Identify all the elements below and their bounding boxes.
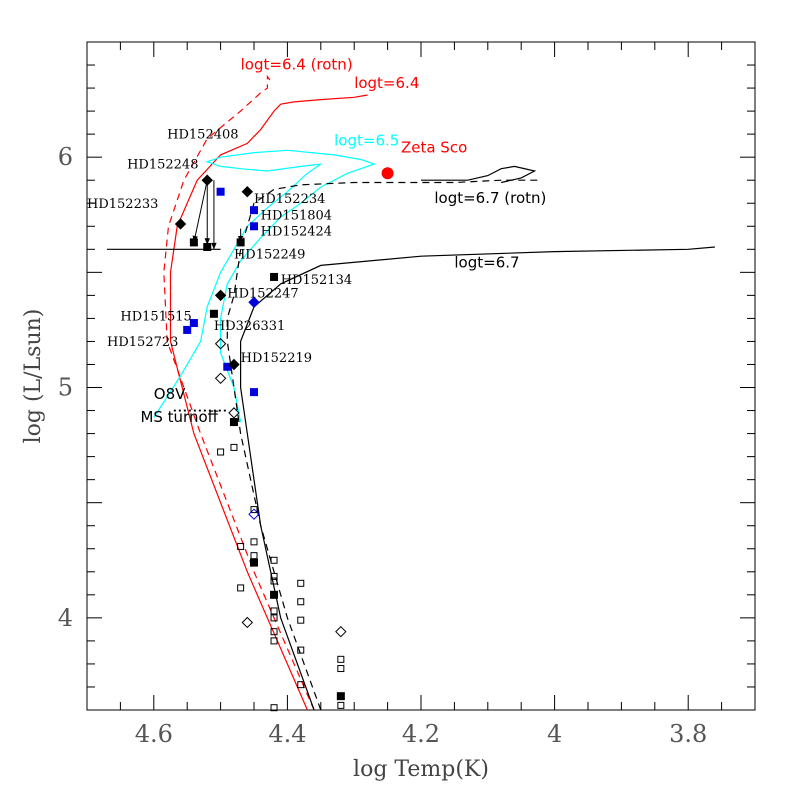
star-point	[237, 584, 245, 592]
isochrone-label: O8V	[154, 385, 186, 403]
star-point	[250, 558, 258, 567]
star-point	[336, 692, 345, 701]
star-point	[270, 704, 278, 712]
star-point	[270, 590, 279, 599]
star-point	[297, 616, 305, 624]
named-star-point	[216, 187, 225, 196]
named-star-point	[174, 218, 187, 230]
star-point	[270, 607, 278, 615]
star-point	[250, 506, 258, 514]
star-point	[228, 407, 240, 419]
isochrone-curve	[169, 94, 368, 711]
x-tick-label: 4.4	[268, 720, 306, 748]
star-name-label: HD152247	[227, 287, 298, 302]
star-point	[250, 538, 258, 546]
isochrone-label: logt=6.7	[454, 254, 519, 272]
star-point	[217, 448, 225, 456]
named-star-point	[209, 309, 218, 318]
star-name-label: HD152249	[234, 248, 305, 263]
named-star-point	[270, 272, 279, 281]
star-point	[337, 665, 345, 673]
star-point	[270, 637, 278, 645]
star-point	[337, 655, 345, 663]
isochrone-segment	[421, 165, 537, 184]
star-name-label: HD152233	[87, 197, 158, 212]
star-point	[337, 701, 345, 709]
isochrone-label: logt=6.5	[334, 132, 399, 150]
arrow-head	[211, 242, 217, 250]
star-name-label: HD152234	[254, 192, 325, 207]
star-name-label: HD152134	[281, 273, 352, 288]
star-point	[248, 296, 260, 308]
arrows	[192, 180, 244, 250]
star-point	[241, 616, 254, 629]
y-tick-label: 5	[58, 374, 73, 402]
isochrone-label: logt=6.7 (rotn)	[434, 189, 546, 207]
star-point	[297, 579, 305, 587]
star-point	[297, 646, 305, 654]
star-point	[230, 443, 238, 451]
isochrone-label: Zeta Sco	[401, 139, 467, 157]
y-axis-label: log (L/Lsun)	[21, 309, 46, 444]
star-point	[214, 372, 227, 385]
named-star-point	[250, 222, 258, 231]
named-star-point	[228, 358, 240, 371]
arrow-line	[193, 180, 208, 243]
named-star-point	[236, 238, 245, 247]
isochrone-curve	[226, 179, 542, 711]
star-point	[248, 508, 260, 520]
star-point	[297, 681, 305, 689]
star-point	[250, 388, 258, 397]
y-tick-label: 4	[58, 604, 73, 632]
x-tick-label: 3.8	[669, 720, 707, 748]
star-point	[237, 542, 245, 550]
data-points	[174, 167, 394, 712]
zeta-sco-point	[381, 167, 394, 180]
star-name-label: HD326331	[214, 319, 285, 334]
star-point	[229, 418, 238, 427]
star-point	[297, 598, 305, 606]
star-point	[270, 572, 278, 580]
star-point	[189, 238, 198, 247]
star-point	[335, 625, 347, 638]
star-point	[214, 338, 227, 350]
star-point	[270, 556, 278, 564]
isochrone-label: logt=6.4 (rotn)	[241, 56, 353, 74]
x-axis-label: log Temp(K)	[353, 757, 489, 782]
named-star-point	[241, 186, 254, 198]
star-name-label: HD152248	[127, 158, 198, 173]
axis-ticks: 4.6 4.4 4.2 4 3.8 4 5 6	[58, 41, 756, 748]
star-name-label: HD152408	[167, 128, 238, 143]
star-name-label: HD151804	[261, 208, 332, 223]
named-star-point	[250, 206, 258, 215]
star-name-label: HD152723	[107, 335, 178, 350]
star-point	[203, 243, 212, 252]
isochrone-label: logt=6.4	[354, 74, 419, 92]
star-name-label: HD151515	[120, 310, 191, 325]
x-tick-label: 4.2	[402, 720, 440, 748]
isochrone-curve	[163, 74, 315, 711]
star-point	[250, 552, 258, 560]
isochrone-curve	[240, 246, 715, 711]
star-point	[270, 628, 278, 636]
star-name-label: HD152424	[261, 224, 332, 239]
isochrone-label: MS turnoff	[140, 408, 218, 426]
x-tick-label: 4.6	[135, 720, 173, 748]
named-star-point	[214, 289, 227, 302]
named-star-point	[183, 325, 192, 334]
x-tick-label: 4	[547, 720, 562, 748]
named-star-point	[201, 174, 213, 186]
star-point	[270, 577, 278, 585]
star-point	[270, 614, 278, 622]
y-tick-label: 6	[58, 143, 73, 171]
star-name-label: HD152219	[241, 351, 312, 366]
arrow-head	[204, 238, 210, 245]
chart-labels: HD152408 HD152248 HD152233 HD152234HD151804…	[87, 56, 546, 426]
named-star-point	[189, 319, 198, 328]
